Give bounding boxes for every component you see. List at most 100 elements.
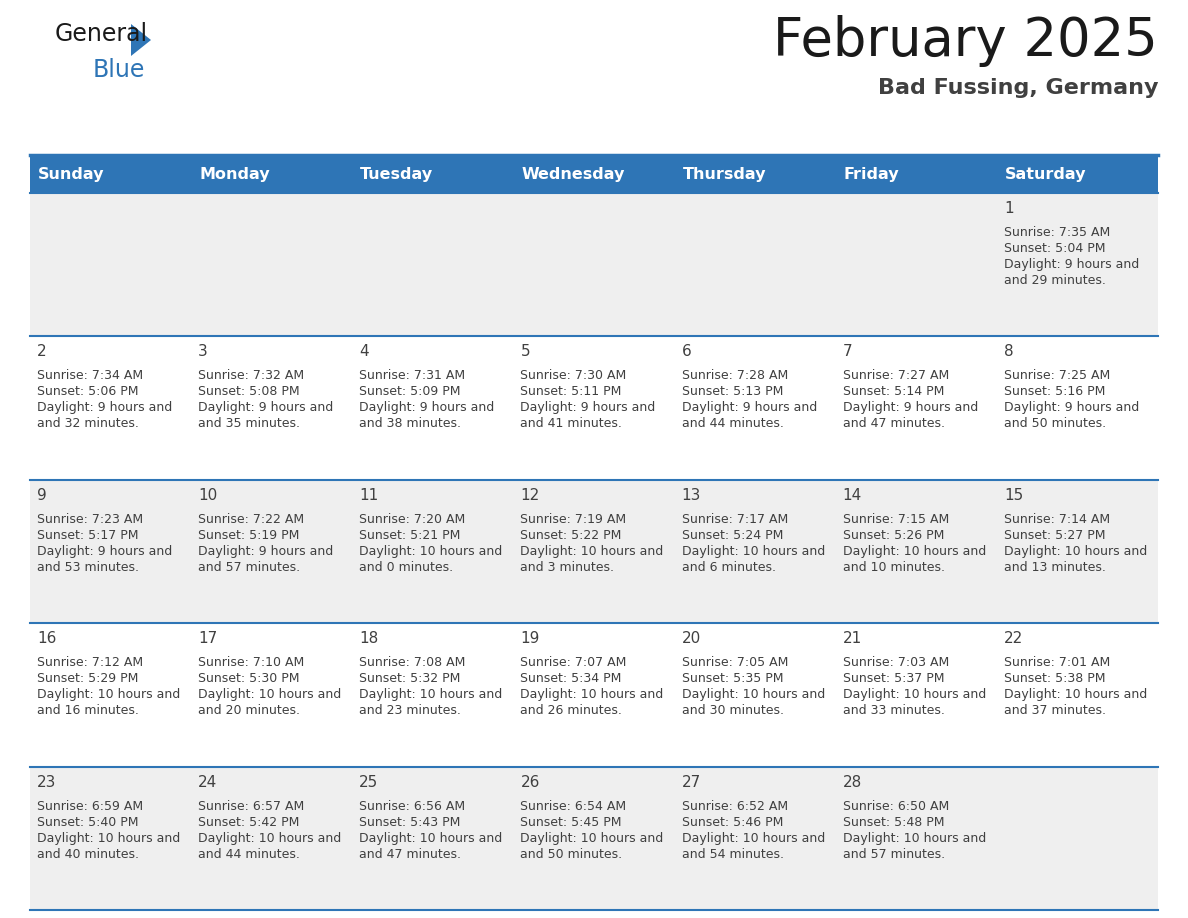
Bar bbox=[835, 480, 997, 623]
Text: 10: 10 bbox=[198, 487, 217, 503]
Text: 7: 7 bbox=[842, 344, 852, 360]
Text: 12: 12 bbox=[520, 487, 539, 503]
Bar bbox=[191, 336, 353, 480]
Text: Daylight: 10 hours and: Daylight: 10 hours and bbox=[520, 688, 664, 701]
Text: and 44 minutes.: and 44 minutes. bbox=[682, 418, 783, 431]
Text: Daylight: 10 hours and: Daylight: 10 hours and bbox=[1004, 544, 1148, 558]
Text: Sunrise: 6:54 AM: Sunrise: 6:54 AM bbox=[520, 800, 626, 812]
Text: Sunrise: 7:07 AM: Sunrise: 7:07 AM bbox=[520, 656, 627, 669]
Text: Daylight: 10 hours and: Daylight: 10 hours and bbox=[682, 832, 824, 845]
Text: Daylight: 9 hours and: Daylight: 9 hours and bbox=[1004, 401, 1139, 414]
Text: Daylight: 10 hours and: Daylight: 10 hours and bbox=[198, 688, 341, 701]
Bar bbox=[30, 767, 191, 910]
Text: Sunset: 5:27 PM: Sunset: 5:27 PM bbox=[1004, 529, 1105, 542]
Text: Monday: Monday bbox=[200, 166, 270, 182]
Text: and 37 minutes.: and 37 minutes. bbox=[1004, 704, 1106, 717]
Text: Sunrise: 7:19 AM: Sunrise: 7:19 AM bbox=[520, 513, 626, 526]
Text: Bad Fussing, Germany: Bad Fussing, Germany bbox=[878, 78, 1158, 98]
Text: Sunset: 5:34 PM: Sunset: 5:34 PM bbox=[520, 672, 621, 685]
Polygon shape bbox=[131, 24, 151, 56]
Text: Sunrise: 7:22 AM: Sunrise: 7:22 AM bbox=[198, 513, 304, 526]
Text: and 35 minutes.: and 35 minutes. bbox=[198, 418, 301, 431]
Text: Daylight: 10 hours and: Daylight: 10 hours and bbox=[1004, 688, 1148, 701]
Text: and 54 minutes.: and 54 minutes. bbox=[682, 847, 784, 860]
Bar bbox=[675, 155, 835, 193]
Text: Sunset: 5:45 PM: Sunset: 5:45 PM bbox=[520, 815, 623, 829]
Text: Sunset: 5:17 PM: Sunset: 5:17 PM bbox=[37, 529, 139, 542]
Text: Sunrise: 7:12 AM: Sunrise: 7:12 AM bbox=[37, 656, 143, 669]
Text: and 50 minutes.: and 50 minutes. bbox=[520, 847, 623, 860]
Text: Sunset: 5:19 PM: Sunset: 5:19 PM bbox=[198, 529, 299, 542]
Text: Daylight: 9 hours and: Daylight: 9 hours and bbox=[359, 401, 494, 414]
Text: Daylight: 10 hours and: Daylight: 10 hours and bbox=[359, 688, 503, 701]
Text: and 33 minutes.: and 33 minutes. bbox=[842, 704, 944, 717]
Bar bbox=[191, 193, 353, 336]
Text: and 57 minutes.: and 57 minutes. bbox=[842, 847, 944, 860]
Text: Sunset: 5:04 PM: Sunset: 5:04 PM bbox=[1004, 242, 1105, 255]
Text: 28: 28 bbox=[842, 775, 862, 789]
Bar bbox=[353, 155, 513, 193]
Text: Sunset: 5:38 PM: Sunset: 5:38 PM bbox=[1004, 672, 1105, 685]
Text: Sunrise: 7:31 AM: Sunrise: 7:31 AM bbox=[359, 369, 466, 383]
Text: Sunset: 5:26 PM: Sunset: 5:26 PM bbox=[842, 529, 944, 542]
Text: Sunset: 5:32 PM: Sunset: 5:32 PM bbox=[359, 672, 461, 685]
Text: and 32 minutes.: and 32 minutes. bbox=[37, 418, 139, 431]
Bar bbox=[835, 623, 997, 767]
Text: Daylight: 10 hours and: Daylight: 10 hours and bbox=[198, 832, 341, 845]
Text: 15: 15 bbox=[1004, 487, 1023, 503]
Bar bbox=[191, 480, 353, 623]
Text: Daylight: 9 hours and: Daylight: 9 hours and bbox=[1004, 258, 1139, 271]
Text: Sunset: 5:14 PM: Sunset: 5:14 PM bbox=[842, 386, 944, 398]
Text: 1: 1 bbox=[1004, 201, 1013, 216]
Text: Thursday: Thursday bbox=[683, 166, 766, 182]
Text: Sunset: 5:16 PM: Sunset: 5:16 PM bbox=[1004, 386, 1105, 398]
Bar bbox=[191, 767, 353, 910]
Text: and 26 minutes.: and 26 minutes. bbox=[520, 704, 623, 717]
Bar bbox=[30, 623, 191, 767]
Bar bbox=[835, 155, 997, 193]
Bar bbox=[513, 155, 675, 193]
Text: Daylight: 10 hours and: Daylight: 10 hours and bbox=[842, 688, 986, 701]
Text: 22: 22 bbox=[1004, 632, 1023, 646]
Text: Wednesday: Wednesday bbox=[522, 166, 625, 182]
Text: and 40 minutes.: and 40 minutes. bbox=[37, 847, 139, 860]
Text: Daylight: 10 hours and: Daylight: 10 hours and bbox=[842, 832, 986, 845]
Text: 4: 4 bbox=[359, 344, 369, 360]
Text: Daylight: 9 hours and: Daylight: 9 hours and bbox=[198, 544, 334, 558]
Bar bbox=[353, 336, 513, 480]
Text: 13: 13 bbox=[682, 487, 701, 503]
Text: Sunrise: 7:30 AM: Sunrise: 7:30 AM bbox=[520, 369, 627, 383]
Bar bbox=[835, 767, 997, 910]
Bar bbox=[997, 193, 1158, 336]
Text: 6: 6 bbox=[682, 344, 691, 360]
Text: 5: 5 bbox=[520, 344, 530, 360]
Text: 11: 11 bbox=[359, 487, 379, 503]
Bar bbox=[997, 336, 1158, 480]
Text: and 6 minutes.: and 6 minutes. bbox=[682, 561, 776, 574]
Text: 9: 9 bbox=[37, 487, 46, 503]
Text: Daylight: 9 hours and: Daylight: 9 hours and bbox=[682, 401, 817, 414]
Text: Sunset: 5:30 PM: Sunset: 5:30 PM bbox=[198, 672, 299, 685]
Bar bbox=[997, 155, 1158, 193]
Text: and 3 minutes.: and 3 minutes. bbox=[520, 561, 614, 574]
Text: Daylight: 9 hours and: Daylight: 9 hours and bbox=[37, 401, 172, 414]
Bar bbox=[675, 193, 835, 336]
Text: Sunset: 5:08 PM: Sunset: 5:08 PM bbox=[198, 386, 299, 398]
Text: Daylight: 10 hours and: Daylight: 10 hours and bbox=[37, 832, 181, 845]
Bar bbox=[191, 623, 353, 767]
Text: Daylight: 9 hours and: Daylight: 9 hours and bbox=[842, 401, 978, 414]
Text: Sunset: 5:13 PM: Sunset: 5:13 PM bbox=[682, 386, 783, 398]
Text: Sunset: 5:21 PM: Sunset: 5:21 PM bbox=[359, 529, 461, 542]
Text: Sunrise: 7:23 AM: Sunrise: 7:23 AM bbox=[37, 513, 143, 526]
Text: Sunrise: 7:14 AM: Sunrise: 7:14 AM bbox=[1004, 513, 1110, 526]
Text: Daylight: 10 hours and: Daylight: 10 hours and bbox=[359, 544, 503, 558]
Text: Daylight: 10 hours and: Daylight: 10 hours and bbox=[842, 544, 986, 558]
Text: and 20 minutes.: and 20 minutes. bbox=[198, 704, 301, 717]
Text: Sunrise: 7:32 AM: Sunrise: 7:32 AM bbox=[198, 369, 304, 383]
Text: and 53 minutes.: and 53 minutes. bbox=[37, 561, 139, 574]
Text: and 13 minutes.: and 13 minutes. bbox=[1004, 561, 1106, 574]
Bar bbox=[353, 767, 513, 910]
Text: and 0 minutes.: and 0 minutes. bbox=[359, 561, 454, 574]
Text: Daylight: 10 hours and: Daylight: 10 hours and bbox=[682, 544, 824, 558]
Text: Sunset: 5:24 PM: Sunset: 5:24 PM bbox=[682, 529, 783, 542]
